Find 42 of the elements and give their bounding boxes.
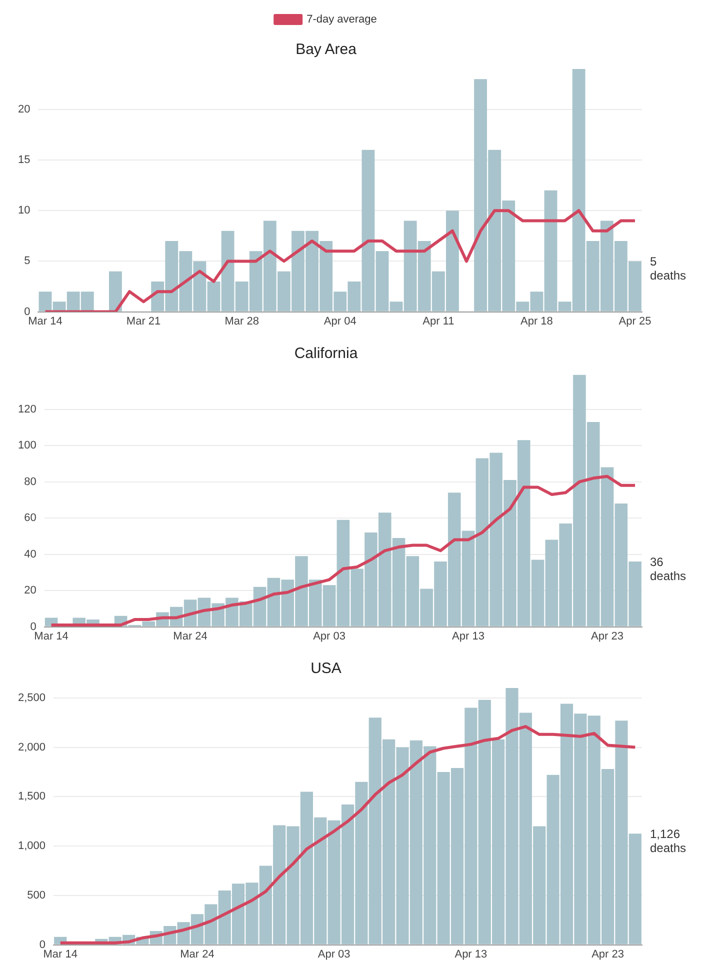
y-tick-label: 500 — [27, 889, 46, 902]
chart-title: USA — [310, 660, 342, 678]
y-tick-label: 2,000 — [18, 741, 46, 754]
y-tick-label: 15 — [18, 154, 30, 166]
x-tick-label: Mar 14 — [28, 315, 62, 328]
x-tick-label: Apr 18 — [520, 315, 553, 328]
x-tick-label: Mar 21 — [126, 315, 161, 328]
y-tick-label: 0 — [24, 306, 30, 318]
x-tick-label: Mar 14 — [43, 948, 78, 960]
y-tick-label: 0 — [39, 938, 46, 951]
text: 36 deaths — [650, 554, 686, 583]
y-tick-label: 20 — [18, 104, 30, 116]
y-tick-label: 10 — [18, 204, 30, 217]
y-tick-label: 1,500 — [18, 790, 46, 803]
x-tick-label: Apr 23 — [591, 630, 624, 642]
x-tick-label: Apr 03 — [313, 630, 346, 642]
x-tick-label: Mar 28 — [224, 315, 259, 328]
y-tick-label: 60 — [24, 512, 36, 524]
x-tick-label: Apr 23 — [592, 948, 624, 960]
x-tick-label: Mar 14 — [34, 630, 68, 642]
x-tick-label: Apr 13 — [452, 630, 484, 642]
y-tick-label: 80 — [24, 476, 36, 488]
legend-label: 7-day average — [306, 14, 377, 26]
x-tick-label: Apr 11 — [422, 315, 454, 328]
y-tick-label: 40 — [24, 548, 36, 560]
text: 1,126 deaths — [650, 826, 686, 855]
chart-title: Bay Area — [296, 41, 358, 58]
x-tick-label: Mar 24 — [180, 948, 214, 960]
x-tick-label: Apr 03 — [318, 948, 350, 960]
y-tick-label: 2,500 — [18, 692, 46, 704]
x-tick-label: Mar 24 — [173, 630, 208, 642]
y-tick-label: 120 — [18, 403, 36, 416]
y-tick-label: 0 — [30, 620, 36, 633]
y-tick-label: 5 — [24, 255, 30, 268]
x-tick-label: Apr 04 — [324, 315, 356, 328]
x-tick-label: Apr 13 — [454, 948, 488, 960]
x-tick-label: Apr 25 — [618, 315, 652, 328]
y-tick-label: 1,000 — [18, 840, 46, 852]
text: 5 deaths — [650, 254, 686, 283]
chart-title: California — [294, 345, 358, 362]
y-tick-label: 20 — [24, 584, 36, 597]
y-tick-label: 100 — [18, 440, 36, 452]
